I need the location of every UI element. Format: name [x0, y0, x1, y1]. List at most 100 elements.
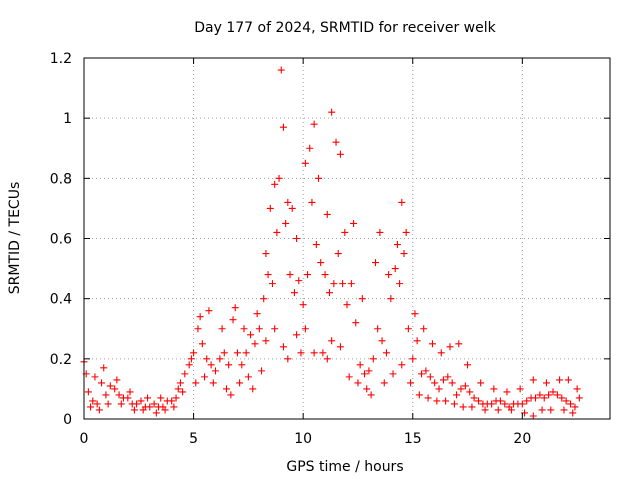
data-point: [385, 271, 393, 279]
data-point: [396, 280, 404, 288]
data-point: [442, 397, 450, 405]
data-point: [345, 373, 353, 381]
y-tick-label: 0.6: [50, 232, 72, 248]
data-point: [547, 406, 555, 414]
data-point: [391, 265, 399, 273]
data-point: [437, 349, 445, 357]
data-point: [393, 241, 401, 249]
data-point: [146, 403, 154, 411]
data-point: [407, 379, 415, 387]
data-point: [330, 280, 338, 288]
data-point: [170, 403, 178, 411]
data-point: [496, 397, 504, 405]
data-point: [286, 271, 294, 279]
data-point: [538, 406, 546, 414]
data-point: [464, 361, 472, 369]
data-point: [172, 394, 180, 402]
data-point: [310, 120, 318, 128]
data-point: [242, 349, 250, 357]
series-srmtid-upper: [82, 108, 581, 402]
chart-title: Day 177 of 2024, SRMTID for receiver wel…: [194, 20, 496, 36]
data-point: [260, 295, 268, 303]
data-point: [542, 379, 550, 387]
data-point: [179, 388, 187, 396]
data-point: [400, 250, 408, 258]
series-srmtid: [80, 66, 583, 411]
data-point: [304, 271, 312, 279]
data-point: [354, 379, 362, 387]
data-point: [422, 367, 430, 375]
data-point: [376, 228, 384, 236]
axis-ticks: 0 0.2 0.4 0.6 0.8 1 1.2 0 5 10 15 20: [50, 51, 610, 447]
data-point: [268, 280, 276, 288]
data-point: [459, 403, 467, 411]
y-axis-label: SRMTID / TECUs: [7, 182, 23, 295]
data-point: [536, 391, 544, 399]
x-tick-label: 20: [513, 431, 531, 447]
data-point: [564, 376, 572, 384]
data-point: [575, 394, 583, 402]
data-point: [374, 325, 382, 333]
data-point: [240, 325, 248, 333]
data-point: [299, 301, 307, 309]
data-point: [258, 367, 266, 375]
data-point: [251, 340, 259, 348]
data-point: [369, 355, 377, 363]
data-point: [317, 259, 325, 267]
data-point: [545, 391, 553, 399]
data-point: [301, 325, 309, 333]
data-point: [518, 400, 526, 408]
data-point: [455, 340, 463, 348]
data-point: [194, 325, 202, 333]
data-point: [350, 219, 358, 227]
data-point: [507, 406, 515, 414]
data-point: [560, 406, 568, 414]
data-point: [461, 382, 469, 390]
data-point: [95, 406, 103, 414]
data-point: [185, 361, 193, 369]
data-point: [137, 397, 145, 405]
data-point: [523, 397, 531, 405]
data-point: [139, 406, 147, 414]
data-point: [190, 349, 198, 357]
data-point: [91, 373, 99, 381]
data-point: [477, 379, 485, 387]
data-point: [98, 379, 106, 387]
data-point: [402, 228, 410, 236]
data-points: [80, 66, 583, 420]
data-point: [84, 388, 92, 396]
data-point: [529, 412, 537, 420]
data-point: [521, 409, 529, 417]
data-point: [411, 310, 419, 318]
data-point: [229, 316, 237, 324]
data-point: [161, 406, 169, 414]
data-point: [468, 403, 476, 411]
x-tick-label: 15: [404, 431, 422, 447]
data-point: [529, 376, 537, 384]
data-point: [516, 385, 524, 393]
data-point: [310, 349, 318, 357]
data-point: [358, 295, 366, 303]
data-point: [450, 400, 458, 408]
data-point: [439, 376, 447, 384]
data-point: [431, 379, 439, 387]
y-tick-label: 0.2: [50, 352, 72, 368]
data-point: [367, 391, 375, 399]
data-point: [365, 367, 373, 375]
data-point: [336, 150, 344, 158]
data-point: [306, 144, 314, 152]
y-tick-label: 0: [63, 412, 72, 428]
data-point: [133, 400, 141, 408]
data-point: [209, 379, 217, 387]
data-point: [222, 385, 230, 393]
data-point: [293, 235, 301, 242]
data-point: [266, 204, 274, 212]
data-point: [347, 280, 355, 288]
data-point: [196, 313, 204, 321]
data-point: [203, 355, 211, 363]
data-point: [569, 409, 577, 417]
data-point: [409, 355, 417, 363]
data-point: [104, 400, 112, 408]
x-tick-label: 5: [189, 431, 198, 447]
